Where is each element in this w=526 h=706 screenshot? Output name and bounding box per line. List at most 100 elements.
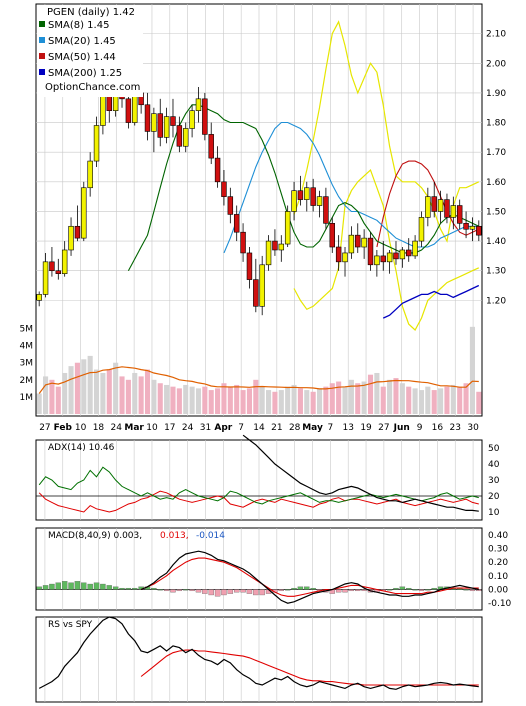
- candlestick: [329, 223, 335, 248]
- macd-histogram-bar: [291, 587, 297, 590]
- macd-histogram-bar: [304, 586, 310, 590]
- macd-histogram-bar: [49, 583, 55, 590]
- volume-bar: [323, 386, 329, 414]
- candlestick: [189, 110, 195, 129]
- macd-histogram-bar: [42, 585, 49, 590]
- adx-tick-label: 30: [488, 476, 500, 486]
- volume-tick-label: 2M: [20, 376, 34, 386]
- volume-bar: [87, 355, 93, 414]
- volume-bar: [74, 362, 80, 414]
- candlestick: [87, 160, 93, 189]
- x-tick-label: 7: [327, 423, 333, 433]
- macd-histogram-bar: [463, 589, 469, 591]
- candlestick: [437, 199, 444, 212]
- volume-bar: [399, 383, 405, 414]
- macd-histogram-bar: [36, 586, 42, 590]
- legend-label: SMA(20) 1.45: [48, 36, 116, 47]
- volume-bar: [55, 386, 61, 414]
- x-tick-label: 9: [417, 423, 423, 433]
- candlestick: [163, 116, 170, 138]
- macd-tick-label: 0.40: [488, 531, 508, 541]
- sma50-line: [376, 160, 480, 248]
- macd-histogram-bar: [163, 589, 170, 592]
- candlestick: [81, 187, 87, 239]
- volume-bar: [387, 379, 393, 414]
- volume-bar: [380, 386, 386, 414]
- candlestick: [74, 225, 81, 239]
- volume-bar: [316, 388, 323, 414]
- price-tick-label: 1.40: [486, 237, 506, 247]
- macd-histogram-bar: [176, 589, 183, 592]
- candlestick: [393, 252, 399, 260]
- adx-tick-label: 20: [488, 492, 500, 502]
- sma8-line: [127, 104, 480, 271]
- macd-histogram-bar: [55, 582, 61, 590]
- candlestick: [246, 252, 253, 280]
- legend-swatch: [39, 53, 45, 59]
- volume-bar: [266, 390, 272, 414]
- volume-bar: [113, 362, 119, 414]
- price-tick-label: 1.80: [486, 119, 506, 129]
- candlestick: [227, 196, 234, 215]
- legend-background: [37, 5, 143, 97]
- x-tick-label: Apr: [214, 423, 232, 433]
- volume-bar: [49, 379, 55, 414]
- candlestick: [450, 205, 457, 218]
- volume-bar: [457, 386, 463, 414]
- volume-bar: [272, 391, 278, 414]
- volume-bar: [329, 383, 335, 414]
- macd-histogram-bar: [240, 589, 246, 593]
- macd-histogram-bar: [183, 589, 189, 591]
- macd-histogram-bar: [297, 586, 304, 590]
- x-tick-label: 18: [93, 423, 105, 433]
- price-tick-label: 1.20: [486, 296, 506, 306]
- candlestick: [195, 98, 202, 111]
- candlestick: [367, 237, 374, 266]
- volume-bar: [342, 386, 348, 414]
- candlestick: [233, 214, 240, 233]
- macd-histogram-bar: [227, 589, 234, 594]
- volume-bar: [438, 388, 444, 414]
- macd-tick-label: 0.10: [488, 572, 508, 582]
- macd-histogram-bar: [74, 581, 81, 590]
- candlestick: [125, 98, 132, 123]
- macd-histogram-bar: [259, 589, 265, 596]
- candlestick: [272, 240, 278, 251]
- volume-bar: [36, 393, 42, 414]
- x-tick-label: 13: [342, 423, 353, 433]
- candlestick: [291, 190, 297, 212]
- candlestick: [304, 187, 310, 200]
- x-tick-label: 17: [164, 423, 175, 433]
- candlestick: [297, 190, 304, 200]
- macd-histogram-bar: [386, 589, 393, 591]
- volume-bar: [297, 388, 303, 414]
- price-tick-label: 1.90: [486, 89, 506, 99]
- candlestick: [284, 211, 291, 245]
- candlestick: [323, 196, 329, 224]
- volume-tick-label: 1M: [20, 393, 34, 403]
- volume-bar: [367, 374, 374, 414]
- x-tick-label: 7: [238, 423, 244, 433]
- macd-histogram-bar: [234, 589, 240, 593]
- macd-histogram-bar: [335, 589, 342, 593]
- candlestick: [253, 279, 259, 307]
- macd-histogram-bar: [112, 586, 119, 590]
- x-tick-label: 24: [111, 423, 123, 433]
- candlestick: [355, 234, 361, 248]
- legend-swatch: [39, 69, 45, 75]
- candlestick: [240, 231, 246, 254]
- volume-bar: [374, 372, 380, 414]
- macd-histogram-bar: [93, 582, 100, 590]
- macd-histogram-bar: [170, 589, 176, 593]
- macd-histogram-bar: [195, 589, 202, 593]
- candlestick: [476, 225, 482, 236]
- candlestick: [100, 92, 106, 126]
- volume-bar: [100, 372, 106, 414]
- macd-signal-line: [140, 557, 479, 597]
- adx-tick-label: 40: [488, 460, 500, 470]
- adx-tick-label: 10: [488, 508, 500, 518]
- volume-bar: [469, 326, 475, 414]
- volume-bar: [259, 386, 265, 414]
- rs-title: RS vs SPY: [48, 620, 93, 630]
- candlestick: [202, 98, 208, 135]
